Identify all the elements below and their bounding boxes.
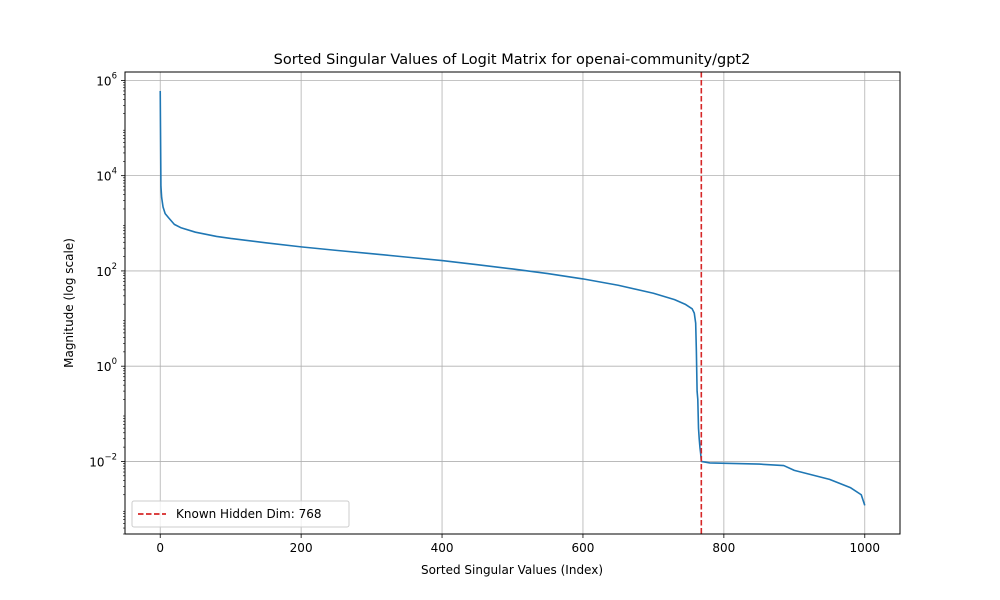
x-tick-label: 0 [156, 541, 164, 555]
y-tick-label: 104 [96, 167, 117, 184]
y-tick-exponent: −2 [104, 452, 117, 462]
x-tick-label: 800 [712, 541, 735, 555]
chart-title: Sorted Singular Values of Logit Matrix f… [274, 52, 751, 68]
plot-series [159, 72, 866, 534]
x-tick-label: 200 [290, 541, 313, 555]
y-tick-base: 10 [96, 360, 111, 374]
legend-label-hidden-dim: Known Hidden Dim: 768 [176, 507, 321, 521]
x-tick-label: 400 [431, 541, 454, 555]
grid [125, 72, 900, 534]
y-tick-base: 10 [89, 455, 104, 469]
y-tick-label: 10−2 [89, 452, 117, 469]
plot-frame [124, 71, 901, 535]
legend-box [131, 500, 350, 528]
y-tick-exponent: 0 [112, 357, 117, 367]
y-tick-label: 106 [96, 71, 117, 88]
x-tick-label: 600 [572, 541, 595, 555]
y-tick-exponent: 6 [112, 71, 117, 81]
singular-values-line [159, 90, 866, 506]
x-tick-label: 1000 [849, 541, 880, 555]
y-tick-base: 10 [96, 74, 111, 88]
y-tick-label: 100 [96, 357, 117, 374]
y-tick-exponent: 2 [112, 262, 117, 272]
legend: Known Hidden Dim: 768 [131, 500, 350, 528]
y-axis-label: Magnitude (log scale) [62, 238, 76, 368]
y-tick-base: 10 [96, 170, 111, 184]
x-axis-label: Sorted Singular Values (Index) [421, 563, 603, 577]
y-tick-label: 102 [96, 262, 117, 279]
y-tick-base: 10 [96, 265, 111, 279]
y-tick-exponent: 4 [112, 167, 117, 177]
